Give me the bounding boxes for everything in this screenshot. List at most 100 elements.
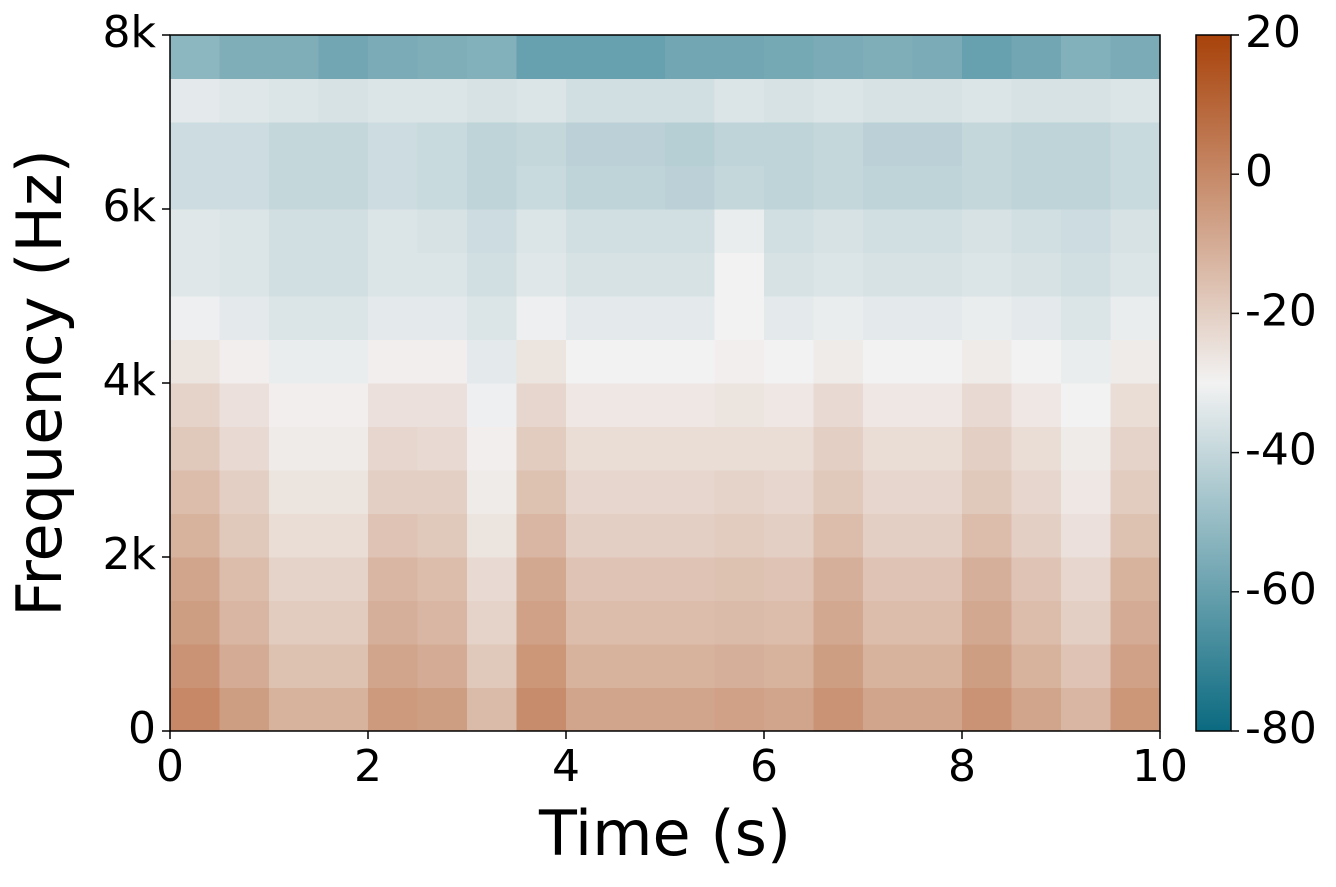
heatmap-cell (615, 252, 666, 297)
heatmap-cell (318, 296, 369, 340)
heatmap-cell (170, 78, 220, 123)
heatmap-cell (566, 35, 616, 79)
heatmap-cell (912, 252, 963, 297)
heatmap-cell (764, 122, 814, 166)
heatmap-cell (516, 339, 567, 384)
heatmap-cell (615, 78, 666, 123)
heatmap-cell (417, 252, 468, 297)
heatmap-cell (417, 557, 468, 601)
colorbar (1195, 34, 1232, 732)
heatmap-cell (467, 122, 517, 166)
heatmap-cell (1110, 165, 1161, 210)
heatmap-cell (912, 600, 963, 645)
heatmap-cell (764, 644, 814, 688)
heatmap-cell (962, 557, 1012, 601)
heatmap-cell (863, 35, 913, 79)
heatmap-cell (1110, 339, 1161, 384)
heatmap-cell (269, 296, 319, 340)
heatmap-cell (615, 687, 666, 732)
heatmap-cell (269, 513, 319, 558)
heatmap-cell (714, 252, 765, 297)
heatmap-cell (417, 78, 468, 123)
heatmap-cell (368, 383, 418, 427)
heatmap-cell (1110, 557, 1161, 601)
heatmap-cell (615, 35, 666, 79)
heatmap-cell (417, 296, 468, 340)
heatmap-cell (1011, 165, 1062, 210)
heatmap-cell (813, 35, 864, 79)
heatmap-cell (516, 426, 567, 471)
heatmap-cell (269, 78, 319, 123)
heatmap-cell (764, 426, 814, 471)
heatmap-cell (516, 557, 567, 601)
heatmap-cell (615, 383, 666, 427)
heatmap-cell (516, 687, 567, 732)
heatmap-cell (467, 35, 517, 79)
heatmap-cell (368, 470, 418, 514)
heatmap-cell (467, 557, 517, 601)
heatmap-cell (1061, 600, 1111, 645)
heatmap-cell (368, 600, 418, 645)
heatmap-cell (1110, 470, 1161, 514)
heatmap-cell (269, 600, 319, 645)
heatmap-cell (219, 383, 270, 427)
heatmap-cell (318, 426, 369, 471)
colorbar-tick-label: -60 (1245, 564, 1317, 615)
heatmap-cell (417, 600, 468, 645)
heatmap-cell (170, 35, 220, 79)
heatmap-cell (219, 687, 270, 732)
x-tick-label: 0 (156, 741, 184, 792)
heatmap-cell (269, 644, 319, 688)
heatmap-cell (269, 426, 319, 471)
heatmap-cell (417, 383, 468, 427)
colorbar-tick-label: 20 (1245, 7, 1301, 58)
heatmap-cell (318, 339, 369, 384)
heatmap-cell (863, 209, 913, 253)
heatmap-cell (1061, 339, 1111, 384)
heatmap-cell (665, 35, 715, 79)
y-tick-label: 8k (103, 7, 157, 58)
y-tick-label: 4k (103, 355, 157, 406)
heatmap-cell (863, 339, 913, 384)
heatmap-cell (368, 687, 418, 732)
heatmap-cell (764, 35, 814, 79)
heatmap-cell (269, 339, 319, 384)
heatmap-cell (665, 78, 715, 123)
heatmap-cell (813, 252, 864, 297)
heatmap-cell (1061, 644, 1111, 688)
heatmap-cell (318, 122, 369, 166)
heatmap-cell (813, 383, 864, 427)
heatmap-cell (962, 296, 1012, 340)
heatmap-cell (1061, 165, 1111, 210)
heatmap-cell (467, 296, 517, 340)
heatmap-cell (417, 165, 468, 210)
heatmap-cell (219, 296, 270, 340)
heatmap-cell (566, 557, 616, 601)
heatmap-cell (665, 296, 715, 340)
heatmap-cell (912, 165, 963, 210)
heatmap-cell (912, 209, 963, 253)
heatmap-cell (1011, 644, 1062, 688)
heatmap-cell (368, 296, 418, 340)
heatmap-cell (665, 426, 715, 471)
heatmap-cell (764, 252, 814, 297)
heatmap-cell (665, 513, 715, 558)
heatmap-cell (516, 35, 567, 79)
heatmap-cell (1110, 296, 1161, 340)
heatmap-cell (368, 122, 418, 166)
heatmap-cell (912, 513, 963, 558)
heatmap-cell (764, 687, 814, 732)
heatmap-cell (219, 644, 270, 688)
heatmap-cell (566, 296, 616, 340)
heatmap-cell (368, 426, 418, 471)
heatmap-cell (813, 557, 864, 601)
heatmap-cell (1110, 78, 1161, 123)
heatmap-cell (714, 600, 765, 645)
heatmap-cell (813, 78, 864, 123)
heatmap-cell (912, 426, 963, 471)
heatmap-cell (1110, 209, 1161, 253)
heatmap-cell (863, 470, 913, 514)
colorbar-tick-label: 0 (1245, 146, 1273, 197)
heatmap-cell (318, 35, 369, 79)
heatmap-cell (566, 122, 616, 166)
